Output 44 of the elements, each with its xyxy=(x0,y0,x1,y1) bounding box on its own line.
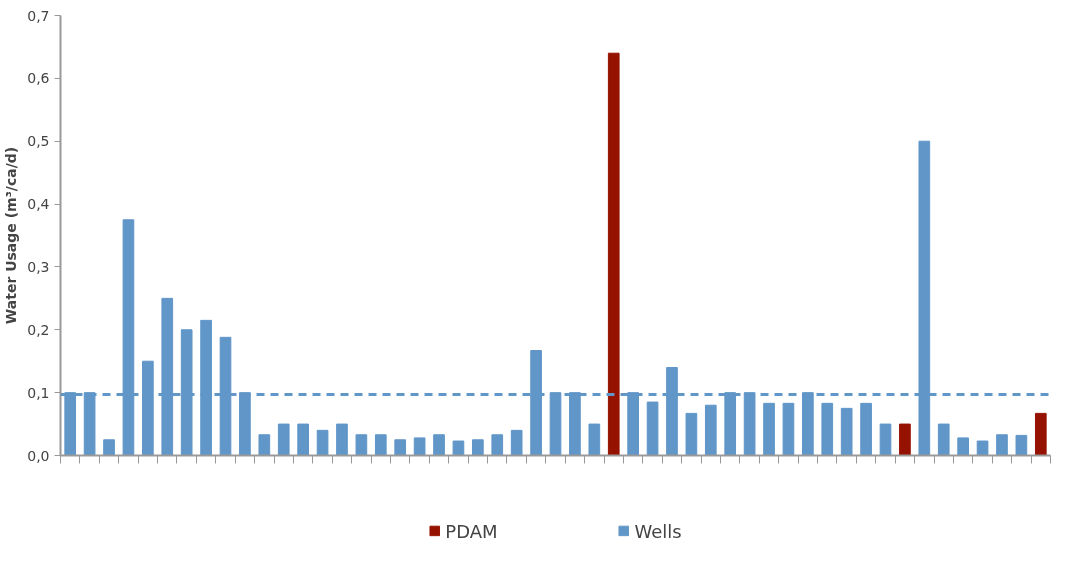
y-tick-label: 0,0 xyxy=(27,447,50,464)
bar xyxy=(355,434,368,456)
bar xyxy=(394,439,407,456)
y-tick-label: 0,4 xyxy=(27,196,50,213)
bar xyxy=(452,440,465,456)
bar xyxy=(957,437,969,456)
bar xyxy=(1034,412,1047,456)
bar xyxy=(996,434,1008,456)
y-axis-title: Water Usage (m³/ca/d) xyxy=(3,146,20,325)
bar xyxy=(937,423,950,456)
bar xyxy=(258,434,271,456)
y-tick-label: 0,5 xyxy=(27,133,50,150)
bar xyxy=(879,423,892,456)
legend-label: PDAM xyxy=(445,520,498,541)
bar xyxy=(821,402,834,456)
bar xyxy=(782,402,795,456)
bar xyxy=(433,434,445,456)
legend-label: Wells xyxy=(634,520,682,541)
bar xyxy=(103,439,115,456)
bar xyxy=(1015,434,1028,456)
bar xyxy=(297,423,309,456)
bar xyxy=(763,402,775,456)
y-tick-label: 0,1 xyxy=(27,384,50,401)
bar xyxy=(899,423,911,456)
bar xyxy=(976,440,989,456)
bar xyxy=(607,52,620,456)
bar xyxy=(685,412,698,456)
bar xyxy=(646,401,659,456)
bar xyxy=(588,423,601,456)
bar xyxy=(336,423,348,456)
bar xyxy=(413,437,426,456)
y-tick-label: 0,6 xyxy=(27,70,50,87)
bar xyxy=(374,434,387,456)
y-tick-label: 0,7 xyxy=(27,7,50,24)
bar xyxy=(510,429,523,456)
bar xyxy=(491,434,504,456)
y-tick-label: 0,2 xyxy=(27,321,50,338)
bar xyxy=(840,407,853,456)
bar xyxy=(277,423,290,456)
bar xyxy=(704,404,717,456)
bar xyxy=(472,439,484,456)
bar xyxy=(860,402,872,456)
bar xyxy=(316,429,329,456)
y-tick-label: 0,3 xyxy=(27,258,50,275)
